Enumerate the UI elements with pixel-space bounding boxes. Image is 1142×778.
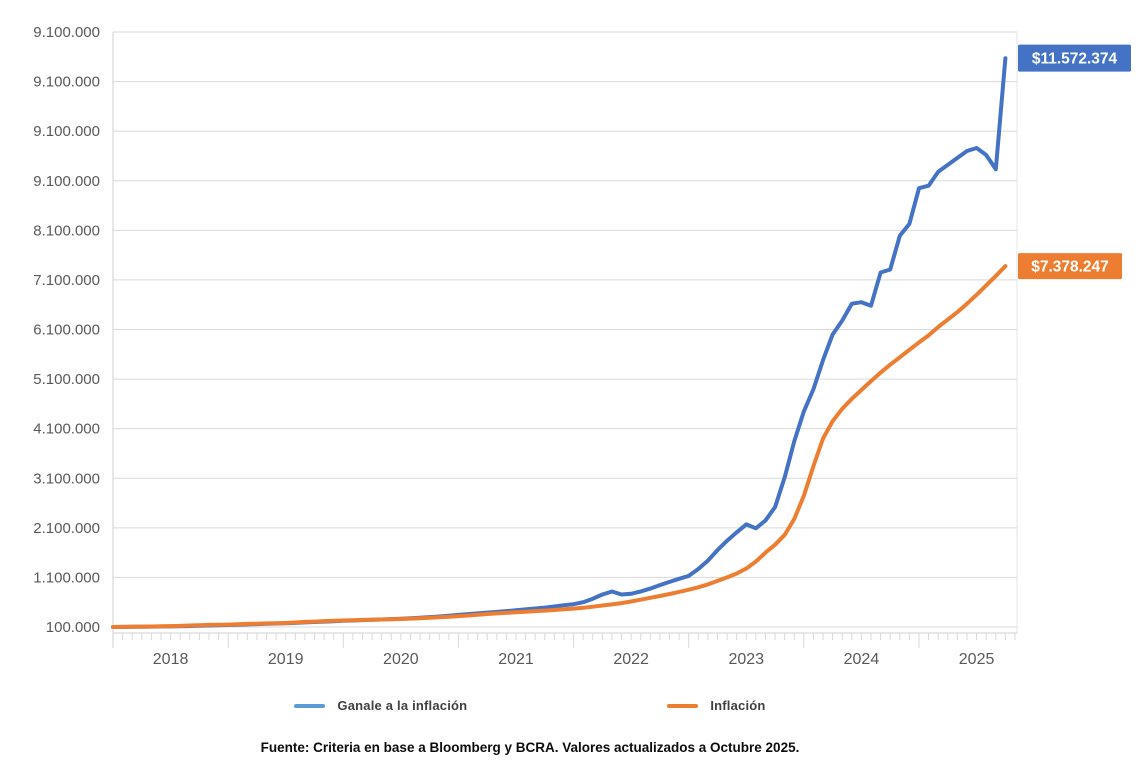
series-line-ganale	[111, 56, 1008, 629]
y-axis-tick-label: 5.100.000	[33, 371, 100, 388]
x-axis-year-label: 2021	[498, 651, 534, 668]
y-axis-tick-label: 9.100.000	[33, 24, 100, 41]
y-axis-tick-label: 9.100.000	[33, 173, 100, 190]
legend-label-inflacion: Inflación	[710, 698, 766, 713]
y-axis-tick-label: 1.100.000	[33, 569, 100, 586]
y-axis-tick-label: 2.100.000	[33, 520, 100, 537]
inflation-line-chart: 100.000 1.100.000 2.100.000 3.100.000 4.100.…	[33, 24, 1131, 668]
end-value-label-box-inflacion	[1018, 253, 1122, 280]
y-axis-tick-label: 4.100.000	[33, 421, 100, 438]
legend-label-ganale: Ganale a la inflación	[337, 698, 468, 713]
x-axis-year-label: 2020	[383, 651, 419, 668]
legend-line-swatch-ganale-icon	[294, 703, 326, 708]
y-axis-tick-label: 6.100.000	[33, 322, 100, 339]
legend-line-swatch-inflacion-icon	[667, 703, 699, 708]
y-axis-tick-label: 7.100.000	[33, 272, 100, 289]
end-value-label-text: $11.572.374	[1032, 51, 1118, 68]
y-axis-tick-label: 3.100.000	[33, 470, 100, 487]
end-value-label-box-ganale	[1018, 44, 1131, 72]
legend-item-ganale: Ganale a la inflación	[294, 698, 467, 713]
x-axis-year-label: 2025	[959, 651, 995, 668]
x-axis-year-label: 2019	[268, 651, 304, 668]
x-axis-year-label: 2024	[844, 651, 880, 668]
y-axis-tick-label: 9.100.000	[33, 123, 100, 140]
source-note: Fuente: Criteria en base a Bloomberg y B…	[260, 740, 800, 755]
y-axis-tick-label: 8.100.000	[33, 222, 100, 239]
x-axis-year-label: 2018	[153, 651, 189, 668]
legend-item-inflacion: Inflación	[667, 698, 765, 713]
y-axis-tick-label: 100.000	[46, 619, 100, 636]
y-axis-tick-label: 9.100.000	[33, 74, 100, 91]
x-axis-year-label: 2022	[613, 651, 649, 668]
chart-legend: Ganale a la inflación Inflación	[0, 698, 1060, 713]
end-value-label-text: $7.378.247	[1031, 259, 1109, 276]
x-axis-year-label: 2023	[728, 651, 764, 668]
series-line-inflacion	[111, 264, 1008, 629]
